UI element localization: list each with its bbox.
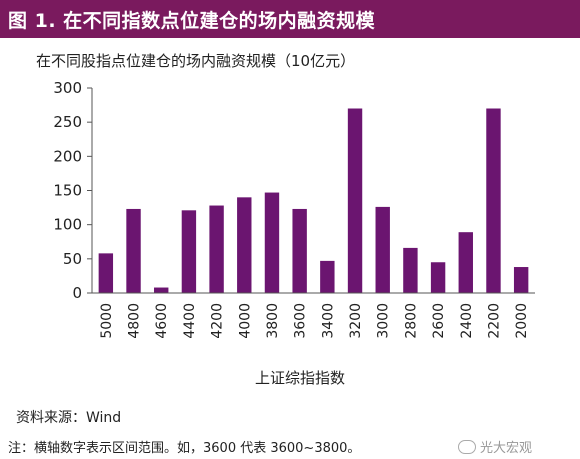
x-tick-label: 4400 [182, 303, 198, 339]
x-tick-label: 3400 [320, 303, 336, 339]
bar-4200 [209, 205, 224, 293]
bar-3800 [264, 192, 280, 293]
x-tick-label: 2000 [514, 303, 530, 339]
y-tick-label: 100 [53, 216, 82, 234]
x-tick-label: 4600 [154, 303, 170, 339]
figure-header-title: 图 1. 在不同指数点位建仓的场内融资规模 [8, 9, 376, 32]
bar-4800 [126, 208, 141, 293]
x-tick-label: 3000 [376, 303, 392, 339]
x-tick-label: 4200 [210, 303, 226, 339]
bar-2600 [430, 262, 446, 293]
x-axis: 5000 4800 4600 4400 4200 4000 3800 3600 3400 3200… [92, 292, 535, 339]
x-tick-label: 2600 [431, 303, 447, 339]
x-tick-label: 3600 [293, 303, 309, 339]
footnote-text: 注：横轴数字表示区间范围。如，3600 代表 3600~3800。 [8, 441, 361, 456]
y-tick-label: 300 [53, 79, 82, 97]
watermark-label: 光大宏观 [480, 441, 533, 456]
bar-3600 [292, 208, 307, 293]
bar-4400 [181, 210, 197, 293]
bar-4600 [154, 287, 169, 293]
x-tick-label: 2200 [486, 303, 502, 339]
bar-5000 [98, 253, 114, 293]
x-tick-label: 3800 [265, 303, 281, 339]
bar-3200 [347, 108, 363, 293]
x-axis-label: 上证综指指数 [255, 369, 345, 387]
x-tick-label: 4000 [237, 303, 253, 339]
x-tick-label: 2800 [403, 303, 419, 339]
bars [98, 108, 529, 293]
x-tick-label: 5000 [99, 303, 115, 339]
y-tick-label: 0 [72, 284, 82, 302]
x-tick-label: 3200 [348, 303, 364, 339]
y-tick-label: 50 [63, 250, 82, 268]
y-axis: 0 50 100 150 200 250 300 [53, 79, 93, 302]
bar-4000 [237, 197, 252, 293]
bar-2800 [403, 247, 418, 293]
x-tick-label: 4800 [127, 303, 143, 339]
chat-bubble-icon [458, 439, 476, 454]
bar-3000 [375, 206, 390, 293]
chart-title: 在不同股指点位建仓的场内融资规模（10亿元） [36, 52, 355, 70]
x-tick-label: 2400 [459, 303, 475, 339]
y-tick-label: 150 [53, 182, 82, 200]
source-text: 资料来源：Wind [16, 410, 122, 426]
bar-2400 [458, 232, 473, 293]
bar-2200 [486, 108, 501, 293]
bar-chart: 在不同股指点位建仓的场内融资规模（10亿元） 0 50 100 150 200 250 30… [36, 52, 535, 387]
bar-3400 [320, 260, 335, 293]
figure-header-bar: 图 1. 在不同指数点位建仓的场内融资规模 [0, 0, 580, 38]
watermark: 光大宏观 [458, 437, 532, 456]
bar-2000 [513, 267, 529, 293]
y-tick-label: 250 [53, 113, 82, 131]
y-tick-label: 200 [53, 147, 82, 165]
